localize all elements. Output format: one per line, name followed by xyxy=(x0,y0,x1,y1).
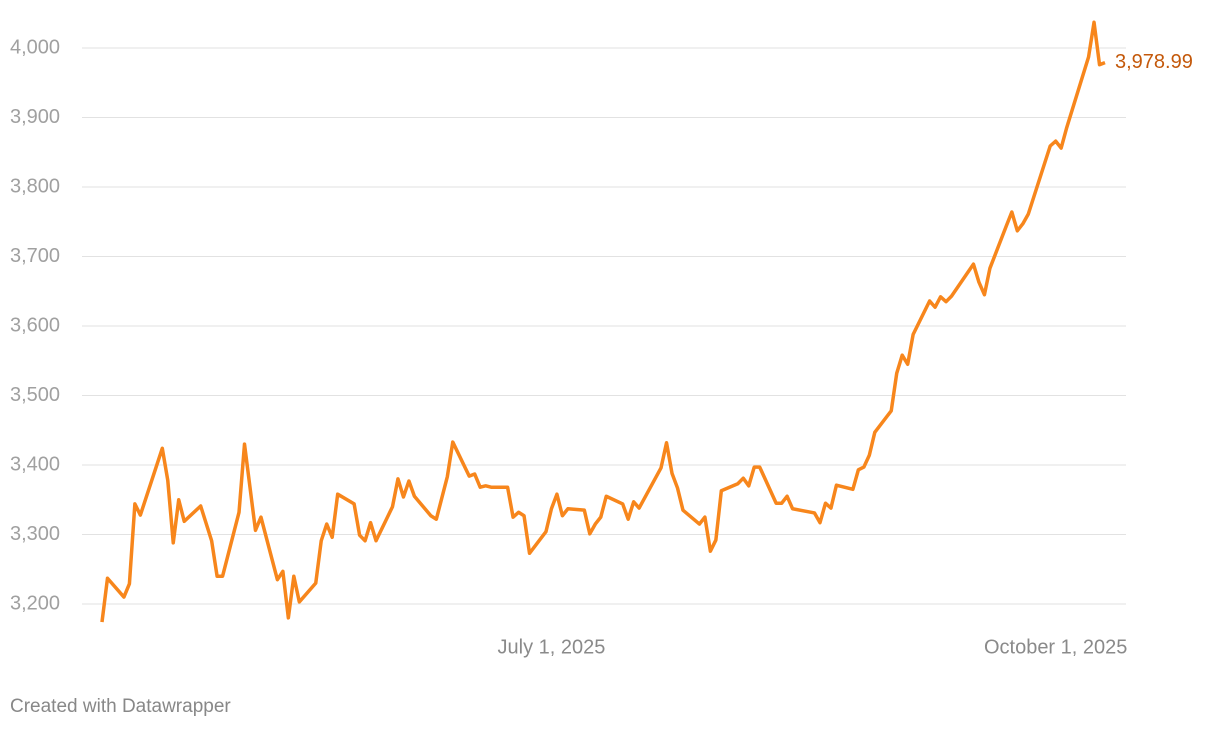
x-tick-label: October 1, 2025 xyxy=(984,636,1127,658)
y-tick-label: 3,900 xyxy=(10,106,60,128)
price-line xyxy=(100,20,1106,623)
y-tick-label: 3,200 xyxy=(10,592,60,614)
y-tick-label: 3,600 xyxy=(10,314,60,336)
value-label: 3,978.99 xyxy=(1115,51,1193,73)
x-tick-label: July 1, 2025 xyxy=(498,636,606,658)
y-tick-label: 3,300 xyxy=(10,523,60,545)
y-tick-label: 3,800 xyxy=(10,175,60,197)
y-tick-label: 3,400 xyxy=(10,453,60,475)
y-tick-label: 3,500 xyxy=(10,384,60,406)
credit: Created with Datawrapper xyxy=(10,696,231,717)
y-tick-label: 3,700 xyxy=(10,245,60,267)
y-tick-label: 4,000 xyxy=(10,36,60,58)
